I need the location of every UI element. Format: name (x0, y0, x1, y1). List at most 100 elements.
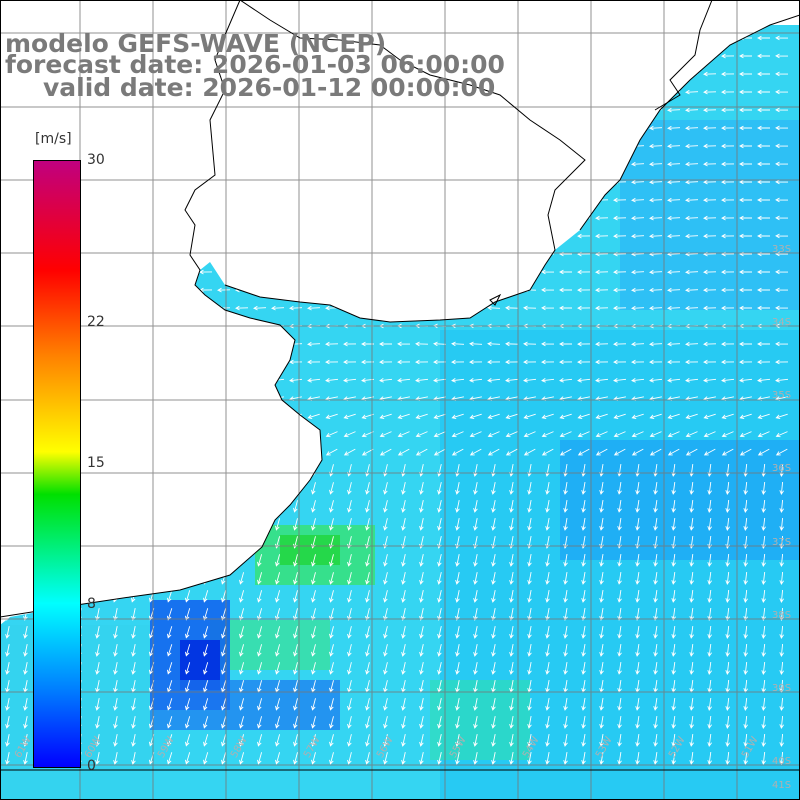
wind-arrow (617, 644, 622, 657)
wind-arrow (649, 215, 663, 221)
wind-arrow (235, 305, 249, 311)
wind-arrow (721, 179, 735, 185)
wind-arrow (1, 431, 14, 438)
wind-arrow (1, 107, 14, 113)
wind-arrow (631, 287, 645, 293)
wind-arrow (109, 197, 123, 203)
wind-arrow (671, 572, 676, 585)
wind-arrow (703, 448, 716, 456)
wind-arrow (437, 752, 442, 765)
wind-arrow (775, 287, 789, 293)
wind-arrow (257, 734, 263, 747)
wind-arrow (437, 698, 442, 711)
wind-arrow (722, 18, 734, 22)
wind-arrow (617, 518, 622, 531)
wind-arrow (689, 482, 694, 495)
wind-arrow (725, 661, 730, 675)
wind-arrow (491, 590, 496, 603)
wind-arrow (667, 125, 681, 131)
wind-arrow (145, 215, 159, 221)
wind-arrow (437, 716, 442, 729)
wind-arrow (275, 698, 281, 711)
wind-arrow (743, 715, 748, 729)
wind-arrow (289, 378, 303, 383)
wind-arrow (577, 413, 590, 420)
wind-arrow (293, 698, 298, 711)
wind-arrow (757, 53, 770, 59)
wind-arrow (761, 751, 766, 765)
wind-arrow (433, 179, 447, 185)
latitude-label: 39S (772, 683, 792, 694)
wind-arrow (271, 179, 285, 185)
wind-arrow (721, 359, 735, 365)
wind-arrow (595, 448, 608, 456)
wind-arrow (527, 554, 532, 567)
wind-arrow (415, 215, 429, 221)
wind-arrow (253, 448, 266, 456)
wind-arrow (469, 431, 482, 438)
wind-arrow (491, 752, 496, 765)
wind-arrow (91, 378, 105, 383)
wind-arrow (635, 662, 640, 675)
wind-arrow (419, 698, 424, 711)
wind-arrow (343, 215, 357, 221)
wind-arrow (703, 305, 717, 311)
wind-arrow (545, 752, 550, 765)
wind-arrow (563, 572, 568, 585)
wind-arrow (541, 287, 555, 293)
wind-arrow (527, 698, 532, 711)
wind-arrow (527, 590, 532, 603)
wind-arrow (253, 179, 267, 185)
wind-arrow (5, 626, 10, 639)
wind-arrow (721, 378, 735, 383)
wind-arrow (761, 715, 766, 729)
wind-arrow (437, 626, 442, 639)
wind-arrow (739, 143, 752, 149)
wind-arrow (91, 125, 105, 131)
wind-arrow (145, 179, 159, 185)
wind-arrow (527, 734, 532, 747)
wind-arrow (239, 500, 245, 513)
wind-arrow (94, 554, 101, 567)
wind-arrow (416, 18, 428, 22)
wind-arrow (4, 554, 11, 567)
wind-arrow (707, 589, 712, 603)
wind-arrow (235, 179, 249, 185)
wind-arrow (581, 554, 586, 567)
wind-arrow (721, 413, 734, 420)
latitude-label: 36S (772, 463, 792, 474)
wind-arrow (559, 35, 572, 41)
wind-arrow (433, 215, 447, 221)
wind-arrow (94, 482, 101, 495)
wind-arrow (613, 125, 627, 131)
wind-arrow (325, 378, 339, 383)
wind-arrow (127, 161, 141, 167)
wind-arrow (131, 608, 136, 621)
wind-arrow (487, 448, 500, 456)
wind-arrow (271, 448, 284, 456)
wind-arrow (145, 125, 159, 131)
wind-arrow (239, 662, 245, 675)
wind-arrow (703, 378, 717, 383)
wind-arrow (95, 608, 100, 621)
wind-arrow (707, 607, 712, 621)
wind-arrow (433, 233, 447, 239)
wind-arrow (523, 35, 537, 41)
wind-arrow (1, 359, 15, 365)
wind-arrow (397, 448, 410, 456)
wind-arrow (721, 89, 735, 95)
wind-arrow (721, 71, 735, 77)
wind-arrow (775, 413, 788, 420)
wind-arrow (505, 305, 519, 311)
wind-arrow (635, 644, 640, 657)
wind-arrow (739, 431, 752, 438)
wind-arrow (145, 143, 159, 149)
wind-arrow (473, 554, 478, 567)
wind-arrow (130, 554, 137, 567)
wind-arrow (257, 554, 263, 567)
wind-arrow (419, 626, 424, 639)
wind-arrow (94, 590, 101, 603)
wind-arrow (379, 233, 392, 239)
wind-arrow (434, 18, 446, 22)
wind-arrow (379, 448, 392, 456)
